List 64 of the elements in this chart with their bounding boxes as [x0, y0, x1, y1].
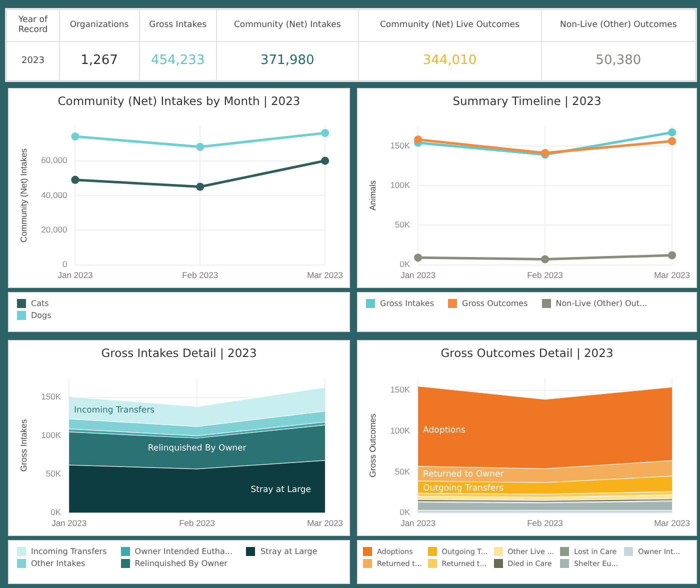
y-tick-label: 40,000: [41, 190, 68, 200]
text: Year of Record: [6, 10, 60, 42]
y-tick-label: 100K: [390, 426, 410, 436]
category-label: Gross Intakes: [139, 10, 217, 42]
y-tick-label: 150K: [390, 384, 410, 395]
chart-title: Gross Outcomes Detail | 2023: [440, 346, 614, 360]
y-axis-title: Gross Outcomes: [367, 414, 378, 478]
x-tick-label: Feb 2023: [527, 518, 564, 528]
y-tick-label: 100K: [390, 180, 410, 190]
legend-label: Non-Live (Other) Out...: [556, 299, 648, 308]
x-tick-label: Feb 2023: [527, 270, 564, 280]
legend-label: Other Intakes: [31, 559, 86, 568]
y-tick-label: 0K: [50, 507, 62, 518]
category-label: Non-Live (Other) Outcomes: [541, 10, 696, 42]
annotation: Returned to Owner: [423, 470, 504, 480]
y-tick-label: 150K: [390, 140, 410, 150]
legend-label: Gross Intakes: [380, 299, 434, 308]
x-tick-label: Mar 2023: [654, 518, 690, 528]
annotation: Adoptions: [423, 426, 466, 436]
text: 454,233: [150, 53, 205, 68]
legend-label: Relinquished By Owner: [134, 559, 228, 568]
y-tick-label: 50K: [394, 466, 410, 476]
chart-title: Gross Intakes Detail | 2023: [100, 346, 258, 360]
y-axis-title: Gross Intakes: [18, 419, 28, 472]
annotation: Stray at Large: [250, 484, 312, 495]
category-label: Organizations: [60, 10, 139, 42]
x-tick-label: Jan 2023: [58, 270, 93, 280]
x-tick-label: Jan 2023: [400, 270, 436, 280]
y-tick-label: 60,000: [41, 155, 68, 166]
x-tick-label: Mar 2023: [307, 518, 344, 528]
x-tick-label: Mar 2023: [654, 270, 690, 280]
legend-label: Incoming Transfers: [31, 547, 107, 556]
y-tick-label: 0K: [400, 507, 410, 518]
text: 2023: [6, 41, 60, 80]
annotation: Relinquished By Owner: [148, 443, 247, 454]
x-tick-label: Jan 2023: [52, 518, 87, 528]
y-tick-label: 0: [62, 259, 68, 270]
y-tick-label: 50K: [394, 220, 410, 230]
x-tick-label: Mar 2023: [307, 270, 344, 280]
legend-label: Gross Outcomes: [462, 299, 528, 308]
x-tick-label: Feb 2023: [182, 270, 218, 280]
legend-label: Stray at Large: [260, 547, 318, 556]
text: 50,380: [596, 53, 642, 68]
y-tick-label: 150K: [41, 392, 62, 402]
category-label: Community (Net) Intakes: [216, 10, 358, 42]
chart-title: Community (Net) Intakes by Month | 2023: [56, 94, 302, 108]
y-tick-label: 50K: [46, 468, 62, 479]
y-axis-title: Community (Net) Intakes: [18, 148, 28, 242]
text: 344,010: [422, 53, 477, 68]
y-axis-title: Animals: [367, 180, 378, 211]
legend-label: Owner Intended Eutha...: [134, 547, 232, 556]
legend-label: Cats: [31, 299, 49, 308]
x-tick-label: Feb 2023: [179, 518, 216, 528]
text: 371,980: [260, 53, 314, 68]
y-tick-label: 0K: [400, 259, 410, 270]
text: 1,267: [80, 53, 118, 68]
annotation: Incoming Transfers: [74, 406, 156, 416]
y-tick-label: 20,000: [41, 224, 68, 234]
x-tick-label: Jan 2023: [400, 518, 436, 528]
annotation: Outgoing Transfers: [423, 484, 504, 494]
chart-title: Summary Timeline | 2023: [452, 94, 602, 108]
category-label: Community (Net) Live Outcomes: [358, 10, 542, 42]
y-tick-label: 100K: [41, 430, 62, 440]
legend-label: Dogs: [31, 311, 52, 320]
